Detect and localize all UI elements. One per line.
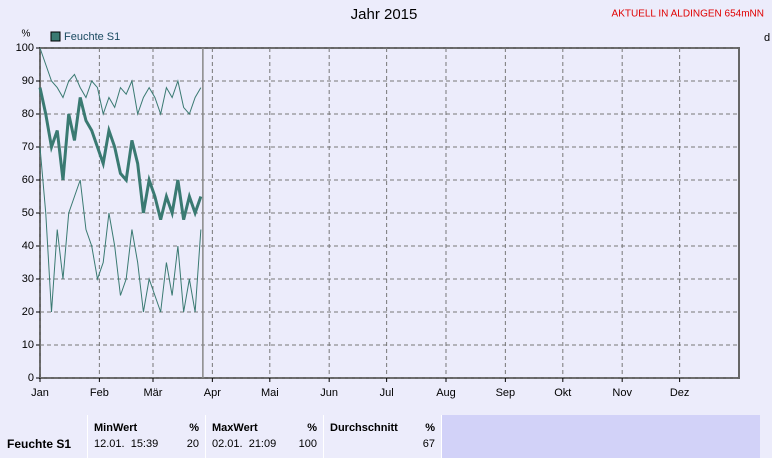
y-tick-label: 30	[22, 273, 34, 285]
x-tick-label: Okt	[554, 387, 571, 399]
y-tick-label: 60	[22, 174, 34, 186]
x-tick-label: Jul	[380, 387, 394, 399]
y-tick-label: 0	[28, 372, 34, 384]
y-tick-label: 40	[22, 240, 34, 252]
x-tick-label: Sep	[496, 387, 516, 399]
x-tick-label: Feb	[90, 387, 109, 399]
range-line	[39, 47, 202, 116]
series-line	[38, 87, 203, 220]
stat-cell: MaxWert% 02.01. 21:09 100	[206, 415, 324, 458]
y-tick-label: 50	[22, 207, 34, 219]
x-tick-label: Dez	[670, 387, 690, 399]
y-tick-label: 90	[22, 75, 34, 87]
chart-subtitle: AKTUELL IN ALDINGEN 654mNN	[612, 9, 764, 20]
row-label-cell: Feuchte S1	[0, 415, 88, 458]
header-unit: %	[307, 422, 317, 434]
range-line	[39, 146, 202, 313]
x-tick-label: Jan	[31, 387, 49, 399]
time: 12.01. 15:39	[94, 438, 159, 450]
header: Durchschnitt	[330, 422, 398, 434]
x-tick-label: Nov	[612, 387, 632, 399]
x-tick-label: Aug	[436, 387, 456, 399]
side-label: d	[764, 32, 770, 44]
x-tick-label: Mai	[261, 387, 279, 399]
y-tick-label: 80	[22, 108, 34, 120]
header-unit: %	[425, 422, 435, 434]
header: MaxWert	[212, 422, 258, 434]
legend-swatch	[50, 31, 61, 42]
header: MinWert	[94, 422, 138, 434]
stats-table: Feuchte S1 MinWert% 12.01. 15:39 20 MaxWer…	[0, 415, 760, 458]
chart: Jahr 2015 AKTUELL IN ALDINGEN 654mNN % d…	[16, 6, 770, 399]
value: 67	[422, 438, 435, 450]
y-tick-label: 20	[22, 306, 34, 318]
value: 100	[298, 438, 317, 450]
y-tick-label: 70	[22, 141, 34, 153]
row-label: Feuchte S1	[7, 437, 72, 451]
chart-title: Jahr 2015	[351, 6, 418, 23]
time: 02.01. 21:09	[212, 438, 277, 450]
x-tick-label: Apr	[204, 387, 221, 399]
stat-cell: Durchschnitt% 67	[324, 415, 442, 458]
legend-label: Feuchte S1	[64, 31, 120, 43]
value: 20	[186, 438, 199, 450]
x-tick-label: Mär	[144, 387, 163, 399]
header-unit: %	[189, 422, 199, 434]
y-tick-label: 10	[22, 339, 34, 351]
y-tick-label: 100	[16, 42, 34, 54]
x-tick-label: Jun	[320, 387, 338, 399]
y-axis-label: %	[22, 29, 31, 40]
stat-cell: MinWert% 12.01. 15:39 20	[88, 415, 206, 458]
